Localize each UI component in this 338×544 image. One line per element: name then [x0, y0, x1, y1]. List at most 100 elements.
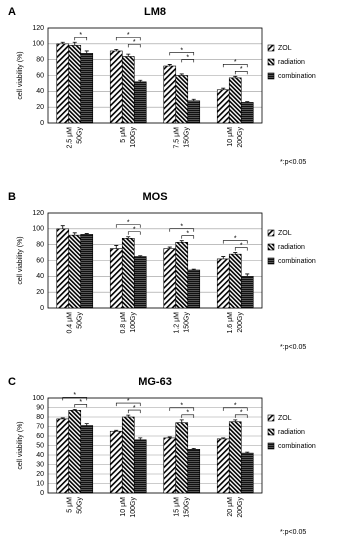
bar — [133, 81, 147, 124]
error-bar — [191, 268, 196, 270]
significance-star: * — [133, 39, 136, 46]
significance-star: * — [234, 235, 237, 242]
bar — [68, 410, 82, 494]
significance-bracket — [74, 404, 88, 408]
note: *:p<0.05 — [280, 159, 306, 166]
error-bar — [167, 246, 172, 249]
x-tick-label: 0.4 μM — [67, 312, 74, 334]
x-tick-label: 200Gy — [237, 127, 244, 148]
panel: B MOS cell viability (%) 0 20 40 60 80 100 120 0.4… — [8, 191, 316, 351]
bar — [228, 77, 242, 124]
error-bar — [167, 64, 172, 66]
legend-swatch — [267, 442, 275, 450]
x-tick-label: 50Gy — [77, 497, 84, 514]
x-tick-label: 150Gy — [184, 127, 191, 148]
error-bar — [138, 437, 143, 440]
bar — [68, 45, 82, 124]
error-bar — [138, 255, 143, 257]
error-bar — [72, 232, 77, 236]
significance-bracket — [222, 240, 248, 244]
y-tick-label: 10 — [36, 480, 44, 487]
bar — [56, 418, 70, 494]
y-axis-label: cell viability (%) — [17, 421, 24, 469]
x-tick-label: 200Gy — [237, 312, 244, 333]
y-tick-label: 100 — [32, 395, 44, 402]
bar — [163, 65, 177, 124]
error-bar — [221, 256, 226, 259]
error-bar — [233, 419, 238, 422]
error-bar — [245, 101, 250, 103]
significance-bracket — [234, 414, 248, 418]
panel: C MG-63 cell viability (%) 0 10 20 30 40 50 60 70 8… — [8, 376, 316, 536]
significance-star: * — [127, 220, 130, 227]
legend-label: ZOL — [278, 45, 292, 52]
bar — [175, 241, 189, 309]
x-tick-label: 1.6 μM — [227, 312, 234, 334]
bar — [133, 439, 147, 494]
significance-star: * — [79, 32, 82, 39]
error-bar — [72, 41, 77, 46]
error-bar — [126, 53, 131, 57]
significance-bracket — [222, 407, 248, 411]
legend-label: ZOL — [278, 230, 292, 237]
y-tick-label: 90 — [36, 404, 44, 411]
x-tick-label: 15 μM — [174, 497, 181, 517]
bar — [187, 100, 201, 124]
bar — [163, 248, 177, 309]
bar — [216, 89, 230, 124]
legend-swatch — [267, 414, 275, 422]
bar — [56, 43, 70, 124]
y-tick-label: 0 — [40, 120, 44, 127]
legend-label: radiation — [278, 59, 305, 66]
y-tick-label: 40 — [36, 273, 44, 280]
y-axis-label: cell viability (%) — [17, 236, 24, 284]
panel-letter: A — [8, 6, 16, 18]
significance-bracket — [115, 37, 141, 41]
significance-bracket — [169, 407, 195, 411]
plot-frame — [47, 212, 263, 309]
bar — [175, 422, 189, 494]
x-tick-label: 20 μM — [227, 497, 234, 517]
significance-star: * — [240, 242, 243, 249]
error-bar — [221, 437, 226, 439]
error-bar — [138, 79, 143, 82]
y-tick-label: 40 — [36, 88, 44, 95]
error-bar — [167, 436, 172, 438]
x-tick-label: 10 μM — [227, 127, 234, 147]
bar — [133, 256, 147, 309]
error-bar — [233, 252, 238, 255]
error-bar — [221, 87, 226, 90]
note: *:p<0.05 — [280, 529, 306, 536]
x-tick-label: 2.5 μM — [67, 127, 74, 149]
bar — [240, 452, 254, 494]
x-tick-label: 7.5 μM — [174, 127, 181, 149]
significance-star: * — [234, 59, 237, 66]
error-bar — [60, 417, 65, 419]
significance-star: * — [180, 224, 183, 231]
significance-bracket — [127, 409, 141, 414]
legend-swatch — [267, 243, 275, 251]
x-tick-label: 5 μM — [67, 497, 74, 513]
y-tick-label: 100 — [32, 226, 44, 233]
significance-star: * — [240, 410, 243, 417]
legend-label: combination — [278, 443, 316, 450]
y-tick-label: 30 — [36, 461, 44, 468]
y-tick-label: 100 — [32, 41, 44, 48]
bar — [109, 430, 123, 494]
legend-swatch — [267, 257, 275, 265]
y-tick-label: 20 — [36, 289, 44, 296]
significance-bracket — [169, 228, 195, 232]
y-tick-label: 80 — [36, 57, 44, 64]
significance-star: * — [79, 399, 82, 406]
error-bar — [126, 414, 131, 417]
error-bar — [233, 75, 238, 78]
bar — [80, 53, 94, 124]
y-tick-label: 50 — [36, 442, 44, 449]
bar — [240, 276, 254, 309]
plot-frame — [47, 27, 263, 124]
y-tick-label: 20 — [36, 471, 44, 478]
significance-star: * — [186, 54, 189, 61]
legend-swatch — [267, 72, 275, 80]
error-bar — [114, 245, 119, 249]
